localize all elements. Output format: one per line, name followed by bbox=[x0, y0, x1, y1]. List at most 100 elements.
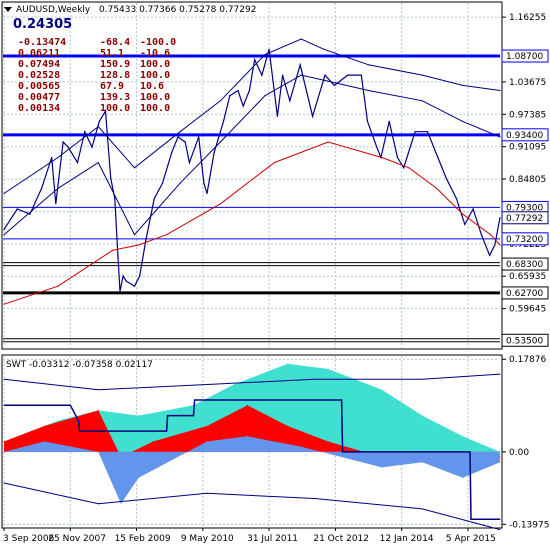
price-point bbox=[499, 217, 501, 219]
price-point bbox=[3, 229, 5, 231]
price-point bbox=[119, 290, 121, 292]
navy-line-point bbox=[166, 430, 168, 432]
price-point bbox=[276, 115, 278, 117]
price-point bbox=[445, 177, 447, 179]
indicator-panel: 0.17876 0.00 -0.13975 SWT -0.03312 -0.0735… bbox=[1, 354, 549, 530]
price-tick-label: 1.16255 bbox=[509, 13, 546, 23]
red-area-point bbox=[206, 425, 208, 427]
envelope-lower-point bbox=[179, 182, 181, 184]
navy-line-point bbox=[499, 518, 501, 520]
price-point bbox=[67, 146, 69, 148]
stats-cell: 0.00565 bbox=[18, 81, 60, 92]
level-label-box bbox=[501, 128, 549, 142]
upper-bound-point bbox=[421, 378, 423, 380]
price-point bbox=[414, 131, 416, 133]
collapse-triangle-icon[interactable] bbox=[4, 7, 12, 12]
envelope-upper-point bbox=[323, 48, 325, 50]
navy-line-point bbox=[69, 404, 71, 406]
price-point bbox=[198, 136, 200, 138]
price-point bbox=[62, 141, 64, 143]
moving-average-point bbox=[138, 244, 140, 246]
x-tick-label: 15 Feb 2009 bbox=[115, 534, 171, 544]
price-point bbox=[494, 244, 496, 246]
stats-table: -0.13474 -68.4 -100.0 0.06211 51.1 -10.6 0.074… bbox=[18, 37, 176, 114]
red-area-point bbox=[246, 404, 248, 406]
envelope-lower-point bbox=[300, 74, 302, 76]
price-point bbox=[254, 59, 256, 61]
price-frame bbox=[1, 1, 503, 350]
price-point bbox=[242, 105, 244, 107]
red-area-point bbox=[152, 441, 154, 442]
price-tick-label: 0.59645 bbox=[509, 305, 546, 315]
level-label-box bbox=[501, 286, 549, 300]
price-point bbox=[184, 141, 186, 143]
stats-cell: 139.3 bbox=[100, 92, 130, 103]
moving-average-point bbox=[219, 203, 221, 205]
indicator-tick-label: 0.17876 bbox=[509, 355, 546, 365]
price-point bbox=[333, 84, 335, 86]
price-point bbox=[29, 213, 31, 215]
red-area-point bbox=[97, 409, 99, 411]
price-point bbox=[403, 167, 405, 169]
indicator-tick-label: -0.13975 bbox=[509, 520, 549, 530]
price-point bbox=[268, 48, 270, 50]
price-tick-label: 1.03675 bbox=[509, 78, 546, 88]
price-point bbox=[110, 177, 112, 179]
price-point bbox=[237, 89, 239, 92]
red-area-point bbox=[43, 425, 45, 427]
lower-bound-point bbox=[206, 492, 208, 494]
price-point bbox=[388, 120, 390, 122]
stats-cell: 0.02528 bbox=[18, 70, 60, 81]
upper-bound-line bbox=[3, 373, 501, 391]
price-point bbox=[261, 74, 263, 76]
envelope-upper-point bbox=[499, 89, 501, 92]
indicator-frame bbox=[1, 354, 503, 529]
level-label: 0.93400 bbox=[506, 131, 543, 141]
red-area-point bbox=[3, 441, 5, 442]
price-point bbox=[315, 105, 317, 107]
lower-bound-point bbox=[97, 503, 99, 505]
stats-cell: 67.9 bbox=[100, 81, 124, 92]
level-label: 0.62700 bbox=[506, 289, 543, 299]
moving-average-point bbox=[490, 234, 492, 236]
upper-bound-point bbox=[499, 373, 501, 375]
upper-bound-point bbox=[206, 384, 208, 385]
stats-cell: 100.0 bbox=[140, 70, 170, 81]
ohlc-values: 0.75433 0.77366 0.75278 0.77292 bbox=[99, 5, 256, 15]
navy-line-point bbox=[78, 420, 80, 422]
cyan-area-point bbox=[421, 415, 423, 417]
cyan-area-point bbox=[462, 435, 464, 437]
level-label-box bbox=[501, 232, 549, 246]
x-tick-label: 5 Apr 2015 bbox=[446, 534, 496, 544]
price-point bbox=[312, 115, 314, 117]
stats-cell: 10.6 bbox=[140, 81, 164, 92]
price-point bbox=[347, 74, 349, 76]
level-label: 1.08700 bbox=[506, 52, 543, 62]
moving-average-line bbox=[3, 141, 501, 305]
envelope-upper-point bbox=[3, 192, 5, 195]
price-series bbox=[3, 38, 501, 305]
indicator-value: 0.24305 bbox=[13, 17, 72, 32]
stats-cell: 128.8 bbox=[100, 70, 130, 81]
price-point bbox=[299, 64, 301, 66]
level-label: 0.79300 bbox=[506, 203, 543, 213]
level-labels: 1.08700 0.93400 0.79300 0.73200 0.68300 0.627… bbox=[501, 49, 549, 347]
stats-cell: -68.4 bbox=[100, 37, 130, 48]
price-point bbox=[206, 192, 208, 195]
price-point bbox=[289, 100, 291, 102]
price-point bbox=[16, 208, 18, 210]
navy-line-point bbox=[469, 451, 471, 453]
upper-bound-point bbox=[3, 378, 5, 380]
price-point bbox=[98, 120, 100, 122]
symbol-label: AUDUSD,Weekly bbox=[16, 5, 91, 15]
price-point bbox=[91, 146, 93, 148]
envelope-lower-point bbox=[264, 95, 266, 97]
x-tick-label: 12 Jan 2014 bbox=[380, 534, 434, 544]
cyan-area-point bbox=[287, 363, 289, 365]
current-price-box bbox=[501, 211, 549, 225]
navy-line-point bbox=[193, 415, 194, 417]
upper-bound-point bbox=[97, 389, 99, 391]
level-label: 0.68300 bbox=[506, 260, 543, 270]
